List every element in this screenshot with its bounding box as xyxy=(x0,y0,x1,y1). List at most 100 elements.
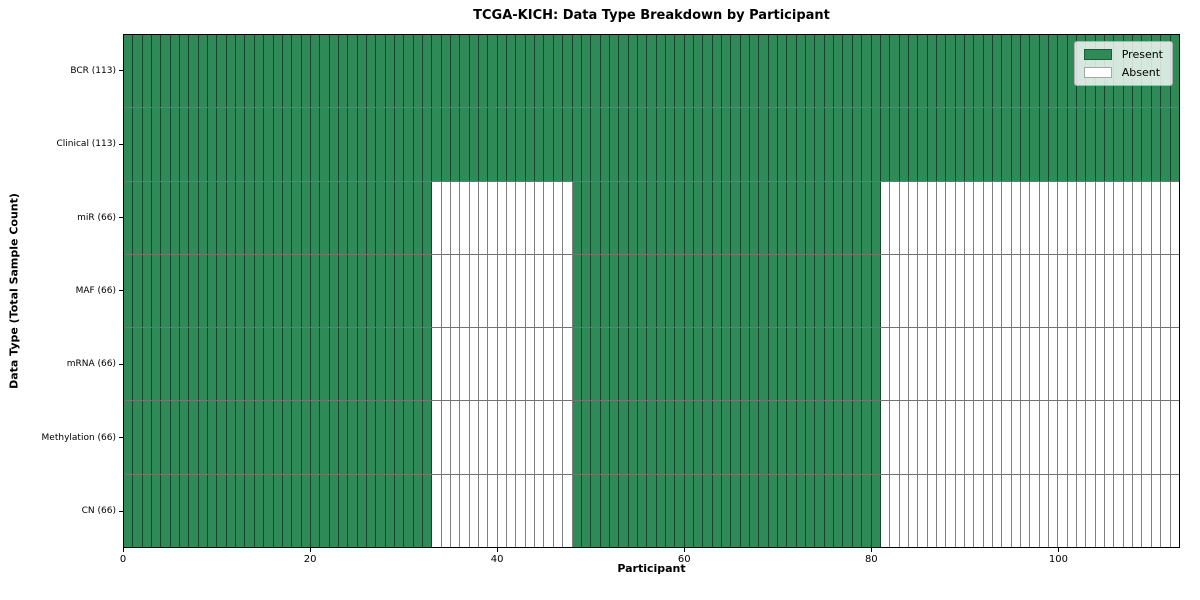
heatmap-cell xyxy=(236,328,246,401)
heatmap-cell xyxy=(768,181,779,254)
heatmap-cell xyxy=(451,328,461,401)
heatmap-cell xyxy=(665,328,676,401)
heatmap-cell xyxy=(376,108,386,181)
chart-title: TCGA-KICH: Data Type Breakdown by Partic… xyxy=(473,8,830,23)
heatmap-cell xyxy=(423,254,433,328)
heatmap-cell xyxy=(1039,328,1050,401)
y-tick-mark xyxy=(119,437,123,439)
heatmap-cell xyxy=(460,328,470,401)
heatmap-cell xyxy=(759,474,769,547)
heatmap-cell xyxy=(189,181,199,254)
heatmap-cell xyxy=(890,474,900,547)
x-tick-mark xyxy=(123,548,124,552)
heatmap-cell xyxy=(516,35,526,108)
heatmap-cell xyxy=(796,474,807,547)
heatmap-cell xyxy=(1114,401,1124,474)
heatmap-cell xyxy=(507,474,517,547)
heatmap-cell xyxy=(955,35,965,108)
heatmap-cell xyxy=(637,401,648,474)
heatmap-cell xyxy=(198,401,209,474)
heatmap-cell xyxy=(385,181,395,254)
heatmap-cell xyxy=(880,401,891,474)
heatmap-cell xyxy=(217,328,227,401)
heatmap-row xyxy=(124,328,1179,402)
heatmap-cell xyxy=(254,401,265,474)
heatmap-cell xyxy=(1039,254,1050,328)
heatmap-cell xyxy=(750,181,760,254)
heatmap-cell xyxy=(273,181,283,254)
heatmap-cell xyxy=(320,474,330,547)
heatmap-cell xyxy=(992,474,1003,547)
heatmap-cell xyxy=(778,181,788,254)
y-tick-mark xyxy=(119,363,123,365)
heatmap-cell xyxy=(441,254,452,328)
heatmap-cell xyxy=(479,254,489,328)
heatmap-cell xyxy=(983,474,993,547)
heatmap-cell xyxy=(553,254,564,328)
heatmap-cell xyxy=(1133,254,1143,328)
heatmap-cell xyxy=(787,108,797,181)
heatmap-cell xyxy=(310,401,321,474)
heatmap-cell xyxy=(413,35,423,108)
heatmap-grid xyxy=(124,35,1179,547)
legend-label: Present xyxy=(1121,48,1163,61)
heatmap-cell xyxy=(806,401,816,474)
heatmap-cell xyxy=(656,35,666,108)
heatmap-cell xyxy=(918,35,928,108)
heatmap-cell xyxy=(124,35,134,108)
heatmap-cell xyxy=(936,328,947,401)
heatmap-cell xyxy=(282,108,293,181)
heatmap-cell xyxy=(899,474,909,547)
heatmap-cell xyxy=(320,254,330,328)
x-tick-mark xyxy=(310,548,312,552)
heatmap-cell xyxy=(703,35,713,108)
heatmap-cell xyxy=(535,181,545,254)
heatmap-cell xyxy=(292,108,302,181)
heatmap-cell xyxy=(404,35,414,108)
heatmap-cell xyxy=(703,181,713,254)
heatmap-cell xyxy=(1086,254,1096,328)
heatmap-cell xyxy=(320,35,330,108)
heatmap-cell xyxy=(451,108,461,181)
heatmap-cell xyxy=(768,108,779,181)
y-tick-label: BCR (113) xyxy=(70,65,116,76)
heatmap-cell xyxy=(170,254,181,328)
heatmap-cell xyxy=(1058,181,1068,254)
heatmap-cell xyxy=(366,35,377,108)
heatmap-cell xyxy=(348,181,358,254)
heatmap-cell xyxy=(507,401,517,474)
heatmap-cell xyxy=(880,35,891,108)
heatmap-cell xyxy=(563,35,573,108)
heatmap-cell xyxy=(1086,181,1096,254)
heatmap-cell xyxy=(712,35,722,108)
heatmap-cell xyxy=(1011,35,1021,108)
heatmap-cell xyxy=(180,474,190,547)
heatmap-cell xyxy=(1105,254,1115,328)
heatmap-cell xyxy=(535,254,545,328)
heatmap-cell xyxy=(675,254,685,328)
heatmap-cell xyxy=(348,401,358,474)
heatmap-cell xyxy=(553,181,564,254)
heatmap-cell xyxy=(198,181,209,254)
heatmap-cell xyxy=(1105,181,1115,254)
heatmap-cell xyxy=(637,328,648,401)
heatmap-cell xyxy=(1030,35,1040,108)
heatmap-cell xyxy=(217,474,227,547)
heatmap-cell xyxy=(656,108,666,181)
heatmap-cell xyxy=(619,35,629,108)
heatmap-cell xyxy=(488,328,498,401)
heatmap-cell xyxy=(254,181,265,254)
heatmap-cell xyxy=(479,474,489,547)
heatmap-cell xyxy=(525,401,536,474)
heatmap-cell xyxy=(656,401,666,474)
heatmap-cell xyxy=(722,401,732,474)
heatmap-cell xyxy=(824,401,835,474)
heatmap-cell xyxy=(899,401,909,474)
heatmap-cell xyxy=(292,35,302,108)
y-tick-row: CN (66) xyxy=(0,475,123,548)
heatmap-cell xyxy=(1067,254,1078,328)
heatmap-cell xyxy=(1086,108,1096,181)
heatmap-cell xyxy=(778,254,788,328)
heatmap-cell xyxy=(759,181,769,254)
